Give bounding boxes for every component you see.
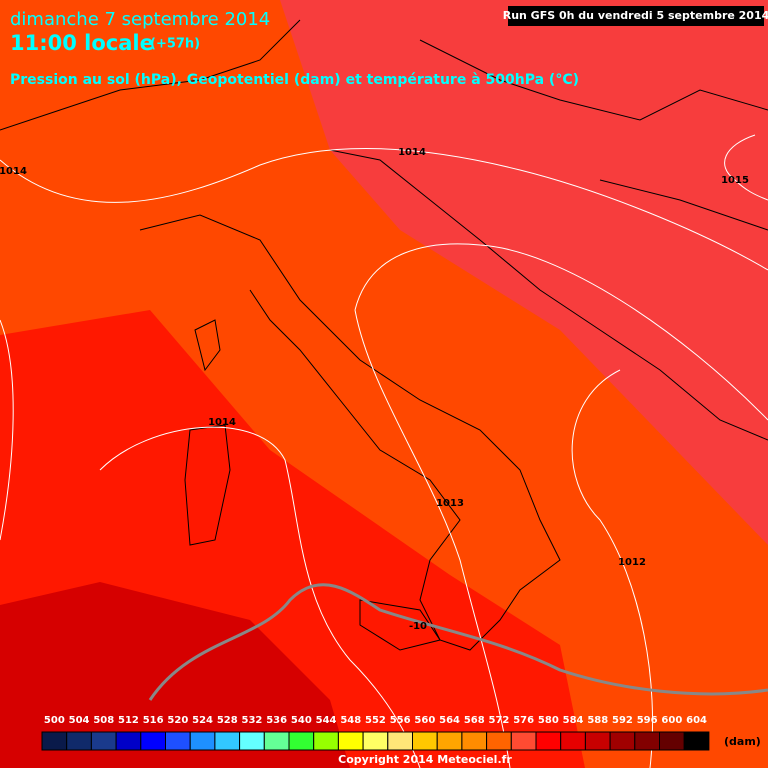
legend-unit: (dam) (724, 735, 761, 748)
legend-swatch (66, 731, 92, 751)
legend-label: 572 (489, 715, 510, 726)
legend-label: 552 (365, 715, 386, 726)
isobar (99, 426, 421, 769)
isobar-label: 1014 (208, 417, 236, 428)
legend-swatch (189, 731, 216, 751)
legend-label: 584 (563, 715, 584, 726)
band-584 (0, 582, 350, 768)
isobar-label: -10 (409, 621, 427, 632)
legend-label: 524 (192, 715, 213, 726)
legend-label: 520 (167, 715, 188, 726)
legend-label: 544 (316, 715, 337, 726)
geopotential-line (148, 583, 768, 701)
legend-label: 604 (686, 715, 707, 726)
copyright: Copyright 2014 Meteociel.fr (338, 753, 512, 766)
legend-swatch (634, 731, 660, 751)
legend-swatch (659, 731, 685, 751)
isobar (0, 148, 768, 271)
isobar-label: 1014 (398, 147, 426, 158)
legend-label: 548 (340, 715, 361, 726)
isobar (354, 243, 768, 421)
isobar (724, 134, 768, 201)
legend-label: 568 (464, 715, 485, 726)
legend-swatch (461, 731, 488, 751)
legend-swatch (609, 731, 636, 751)
band-576 (280, 0, 768, 545)
isobar-label: 1013 (436, 498, 464, 509)
legend-label: 500 (44, 715, 65, 726)
run-box (508, 6, 764, 26)
legend-label: 504 (69, 715, 90, 726)
legend-swatch (313, 731, 339, 751)
legend-swatch (165, 731, 191, 751)
legend-swatch (288, 731, 315, 751)
legend-swatch (263, 731, 290, 751)
coastline (329, 149, 768, 441)
legend-label: 556 (390, 715, 411, 726)
isobar-label: 1014 (0, 166, 27, 177)
legend-label: 576 (513, 715, 534, 726)
legend-swatch (214, 731, 241, 751)
legend-label: 596 (637, 715, 658, 726)
isobar (354, 309, 511, 769)
legend-swatch (115, 731, 142, 751)
isobar (571, 369, 654, 769)
legend-swatch (486, 731, 512, 751)
legend-swatch (239, 731, 265, 751)
isobar-label: 1012 (618, 557, 646, 568)
date: dimanche 7 septembre 2014 (10, 9, 270, 30)
isobar-label: 1015 (721, 175, 749, 186)
borders (0, 19, 768, 231)
islands (184, 319, 441, 651)
legend-label: 516 (143, 715, 164, 726)
legend-swatch (140, 731, 167, 751)
legend-swatch (683, 731, 710, 751)
legend-label: 588 (587, 715, 608, 726)
legend-label: 512 (118, 715, 139, 726)
legend-swatch (90, 731, 117, 751)
legend-label: 592 (612, 715, 633, 726)
legend-swatch (387, 731, 413, 751)
subtitle: Pression au sol (hPa), Geopotentiel (dam… (10, 72, 579, 88)
legend-label: 564 (439, 715, 460, 726)
legend-swatch (510, 731, 537, 751)
legend-swatch (362, 731, 389, 751)
legend-swatch (436, 731, 463, 751)
legend-label: 600 (661, 715, 682, 726)
legend-swatch (535, 731, 562, 751)
coastline (139, 214, 561, 651)
legend-swatch (41, 731, 68, 751)
legend-label: 560 (414, 715, 435, 726)
legend-label: 532 (242, 715, 263, 726)
time: 11:00 locale (10, 31, 154, 55)
legend-label: 580 (538, 715, 559, 726)
legend-label: 540 (291, 715, 312, 726)
legend-swatch (560, 731, 586, 751)
legend-label: 508 (93, 715, 114, 726)
legend-swatch (337, 731, 364, 751)
run-info: Run GFS 0h du vendredi 5 septembre 2014 (503, 9, 768, 22)
legend-label: 536 (266, 715, 287, 726)
legend-swatch (584, 731, 611, 751)
lead-time: (+57h) (150, 37, 200, 52)
legend-label: 528 (217, 715, 238, 726)
isobar (0, 319, 14, 541)
legend-swatch (412, 731, 438, 751)
